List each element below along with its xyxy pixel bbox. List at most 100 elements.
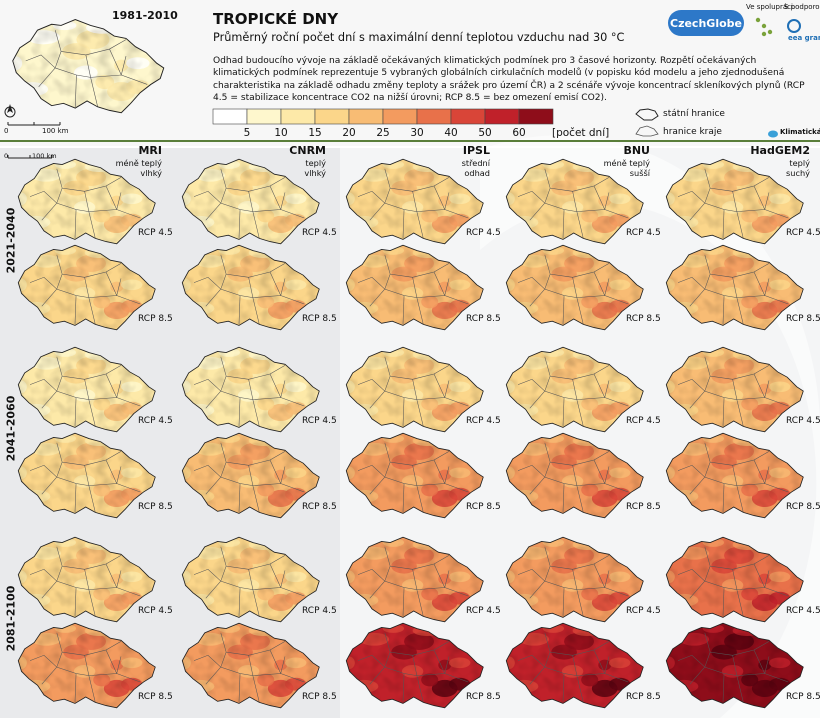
scale-bar (7, 122, 61, 126)
region-border (604, 656, 610, 674)
region-border (390, 365, 450, 380)
czechglobe-logo: CzechGlobe (668, 10, 744, 36)
region-border (41, 202, 58, 221)
region-border (357, 465, 385, 478)
region-border (238, 397, 241, 427)
region-border (550, 263, 610, 278)
region-border (704, 666, 737, 676)
legend-tick-label: 5 (243, 127, 251, 139)
region-border (722, 673, 725, 703)
region-border (544, 666, 577, 676)
region-border (74, 295, 77, 325)
region-border (722, 295, 725, 325)
scenario-label: RCP 8.5 (302, 314, 337, 324)
model-description-label: odhad (464, 168, 490, 178)
model-description-label: střední (461, 158, 490, 168)
region-border (220, 476, 253, 486)
region-border (550, 555, 610, 570)
region-border (369, 390, 386, 409)
region-border (280, 192, 286, 210)
region-border (205, 666, 222, 685)
region-border (116, 192, 122, 210)
region-border (517, 277, 545, 290)
scenario-label: RCP 8.5 (626, 692, 661, 702)
region-border (753, 649, 765, 674)
region-border (704, 580, 737, 590)
region-border (764, 466, 770, 484)
scale-zero-label: 0 (4, 127, 9, 135)
region-border (357, 277, 385, 290)
region-border (193, 379, 221, 392)
region-border (280, 466, 286, 484)
period-label: 2021-2040 (4, 207, 18, 274)
region-border (105, 459, 117, 484)
region-border (677, 379, 705, 392)
region-border (357, 191, 385, 204)
region-border (62, 555, 122, 570)
legend-tick-label: 50 (478, 127, 492, 139)
legend-unit: [počet dní] (552, 127, 610, 139)
scenario-label: RCP 4.5 (466, 416, 501, 426)
region-border (74, 483, 77, 513)
region-border (384, 168, 391, 204)
region-border (226, 451, 286, 466)
region-border (764, 656, 770, 674)
legend-tick-label: 40 (444, 127, 458, 139)
scenario-label: RCP 4.5 (302, 228, 337, 238)
scenario-label: RCP 8.5 (466, 692, 501, 702)
region-border (238, 587, 241, 617)
region-border (41, 288, 58, 307)
university-logo-icon (755, 17, 773, 37)
region-border (529, 666, 546, 685)
region-border (544, 390, 577, 400)
region-border (84, 465, 96, 513)
region-border (402, 673, 405, 703)
north-arrow-icon (4, 104, 16, 118)
region-border (550, 177, 610, 192)
region-border (550, 451, 610, 466)
region-border (722, 209, 725, 239)
region-border (764, 570, 770, 588)
scenario-label: RCP 4.5 (466, 606, 501, 616)
scenario-label: RCP 8.5 (626, 502, 661, 512)
region-border (384, 546, 391, 582)
region-border (517, 569, 545, 582)
region-border (517, 465, 545, 478)
region-border (220, 666, 253, 676)
model-description-label: sušší (629, 168, 650, 178)
region-border (29, 465, 57, 478)
scenario-label: RCP 4.5 (786, 228, 820, 238)
region-border (689, 288, 706, 307)
legend-tick-label: 15 (308, 127, 322, 139)
region-border (369, 666, 386, 685)
region-border (193, 277, 221, 290)
region-border (226, 263, 286, 278)
region-border (562, 209, 565, 239)
region-border (105, 649, 117, 674)
region-border (384, 390, 417, 400)
region-border (109, 48, 122, 76)
region-border (62, 365, 122, 380)
region-border (29, 655, 57, 668)
region-border (562, 397, 565, 427)
region-border (550, 365, 610, 380)
legend-swatch (212, 108, 248, 125)
scenario-label: RCP 4.5 (626, 606, 661, 616)
region-border (604, 466, 610, 484)
region-border (710, 263, 770, 278)
region-border (704, 390, 737, 400)
legend-swatch (416, 108, 452, 125)
scenario-label: RCP 8.5 (138, 502, 173, 512)
region-border (357, 569, 385, 582)
region-border (384, 288, 417, 298)
region-border (105, 563, 117, 588)
region-border (369, 476, 386, 495)
region-border (593, 649, 605, 674)
region-border (562, 295, 565, 325)
legend-tick-label: 20 (342, 127, 356, 139)
cooperation-label: Ve spolupráci: (746, 3, 796, 11)
region-border (62, 451, 122, 466)
scenario-label: RCP 4.5 (302, 606, 337, 616)
region-border (689, 666, 706, 685)
